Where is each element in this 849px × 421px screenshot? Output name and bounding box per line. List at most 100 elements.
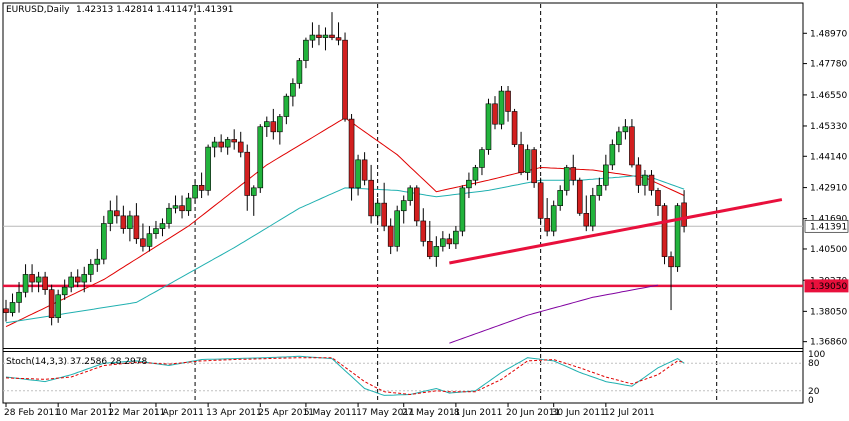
candle-body (48, 289, 55, 319)
x-tick-label: 28 Feb 2011 (4, 408, 60, 418)
candle (361, 152, 368, 186)
candle (381, 182, 387, 232)
candle-body (616, 131, 622, 145)
candle-body (309, 34, 316, 41)
candle (518, 131, 524, 176)
candle-body (440, 238, 446, 247)
candle-body (198, 185, 205, 191)
candle-body (211, 141, 218, 148)
candle (185, 192, 192, 216)
candle-body (400, 200, 407, 212)
stoch-signal-line (5, 357, 685, 396)
candle (146, 226, 153, 252)
candle (550, 200, 557, 237)
candle (283, 93, 290, 125)
candle-body (511, 111, 518, 145)
candle-body (446, 238, 453, 245)
candle-body (505, 90, 511, 112)
candle (329, 12, 335, 41)
candle (101, 215, 107, 265)
candle (250, 185, 257, 216)
candle (35, 271, 42, 293)
candle-body (322, 34, 329, 38)
candle (629, 119, 635, 168)
candle (22, 264, 29, 298)
candle-body (518, 144, 524, 173)
candle (166, 203, 172, 229)
candle (374, 198, 381, 224)
candle (140, 223, 146, 252)
x-tick-label: 27 May 2011 (402, 408, 461, 418)
candle (583, 195, 590, 232)
candle-body (524, 149, 531, 173)
candle-body (87, 263, 94, 275)
candle-body (674, 205, 681, 268)
candle (355, 154, 361, 196)
candle-body (114, 210, 120, 217)
candle (511, 108, 518, 148)
candle-body (361, 159, 368, 181)
candle (557, 185, 564, 211)
candle (505, 85, 511, 122)
candle-body (296, 60, 303, 84)
candle-body (192, 185, 198, 199)
candle (120, 205, 127, 234)
candle-body (61, 286, 68, 296)
candle-body (668, 256, 674, 268)
current-price-box (804, 219, 849, 233)
candle (231, 129, 237, 150)
candle (172, 195, 179, 214)
candle (192, 180, 198, 204)
x-tick-label: 10 Mar 2011 (56, 408, 113, 418)
candle-body (459, 187, 466, 232)
candle-body (407, 187, 414, 201)
candle-body (107, 210, 114, 224)
x-tick-label: 22 Mar 2011 (108, 408, 165, 418)
candle-body (283, 95, 290, 117)
candle-body (374, 202, 381, 217)
candle-body (231, 139, 237, 143)
x-tick-label: 20 Jun 2011 (506, 408, 560, 418)
candle (498, 85, 505, 130)
candle (127, 210, 133, 242)
candle-body (342, 39, 348, 120)
candle-body (81, 274, 88, 283)
candle-body (120, 215, 127, 229)
candle-body (166, 207, 172, 224)
candle-body (550, 205, 557, 232)
candle-body (642, 174, 648, 186)
candle (218, 134, 224, 153)
candle-body (576, 179, 583, 214)
x-tick-label: 30 Jun 2011 (552, 408, 606, 418)
candle-body (159, 223, 166, 229)
horizontal-line-label: 1.39050 (810, 282, 847, 292)
x-tick-label: 17 May 2011 (356, 408, 415, 418)
candle (609, 139, 616, 171)
x-tick-label: 1 Apr 2011 (154, 408, 204, 418)
candle (309, 22, 316, 48)
candle-body (257, 126, 264, 189)
candle-body (622, 126, 629, 133)
candle (563, 164, 570, 196)
candle-body (270, 121, 277, 133)
candle (107, 200, 114, 232)
candle (133, 203, 140, 244)
candle (616, 126, 622, 153)
candle-body (42, 276, 48, 291)
candle (179, 195, 185, 219)
candle-body (635, 164, 642, 186)
stoch-scale-label: 20 (808, 387, 820, 397)
candle (446, 233, 453, 249)
candle (211, 136, 218, 158)
candle-body (348, 118, 355, 189)
y-tick-label: 1.44140 (810, 152, 847, 162)
candle-body (453, 230, 459, 245)
candle-body (661, 205, 668, 257)
candle (596, 177, 603, 201)
candle-body (172, 205, 179, 209)
candle (459, 185, 466, 237)
candle (407, 185, 414, 206)
candle (589, 187, 596, 232)
candle (433, 236, 440, 267)
current-price-label: 1.41391 (810, 222, 847, 232)
